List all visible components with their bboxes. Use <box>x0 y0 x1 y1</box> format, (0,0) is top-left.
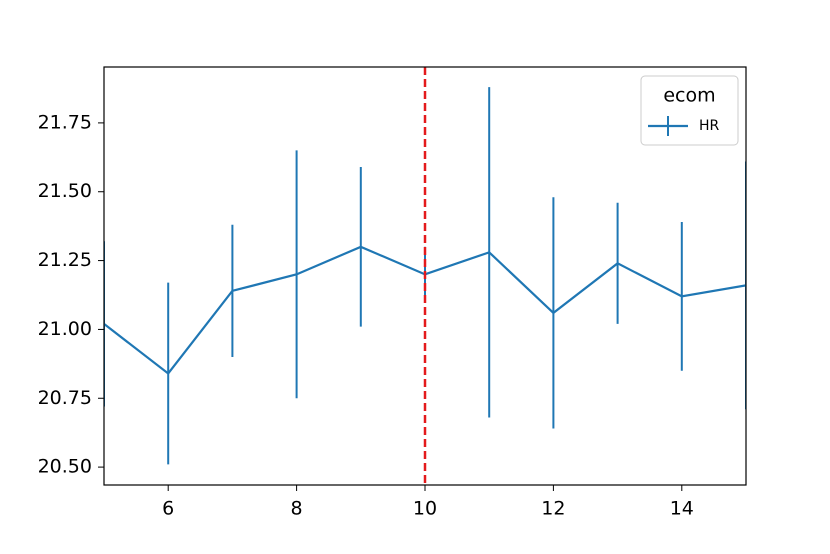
x-tick-label: 8 <box>291 498 303 520</box>
y-tick-label: 21.00 <box>38 318 92 340</box>
y-tick-label: 21.50 <box>38 180 92 202</box>
legend-box <box>640 75 739 146</box>
y-tick-label: 21.75 <box>38 111 92 133</box>
x-tick-label: 10 <box>413 498 437 520</box>
y-tick-label: 21.25 <box>38 249 92 271</box>
x-tick-label: 14 <box>670 498 694 520</box>
y-tick-label: 20.50 <box>38 456 92 478</box>
legend-label: HR <box>699 118 720 134</box>
x-tick-label: 6 <box>162 498 174 520</box>
y-tick-label: 20.75 <box>38 387 92 409</box>
x-tick-label: 12 <box>541 498 565 520</box>
plot-area <box>104 67 746 485</box>
legend-title: ecom <box>663 85 715 107</box>
